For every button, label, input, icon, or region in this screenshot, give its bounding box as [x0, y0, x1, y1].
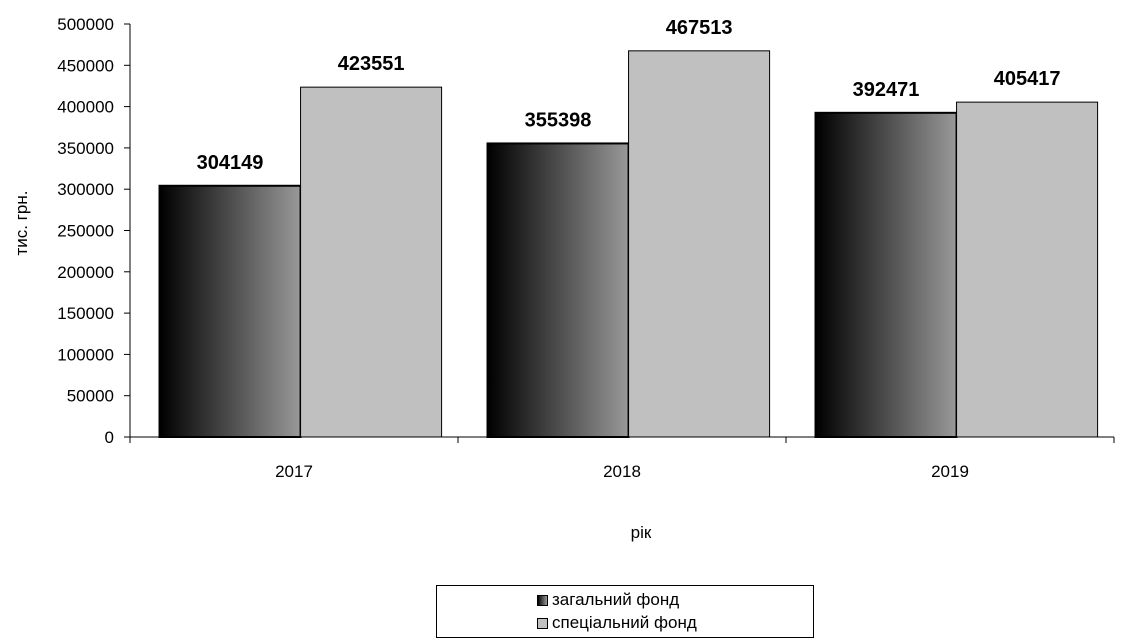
bar-special-fund [301, 87, 442, 437]
legend-swatch-special-fund [537, 618, 548, 629]
y-axis-title: тис. грн. [12, 191, 31, 256]
y-tick-label: 450000 [57, 56, 114, 75]
bar-general-fund [488, 143, 629, 437]
x-tick-label: 2019 [931, 462, 969, 481]
data-label: 355398 [525, 109, 592, 131]
bar-general-fund [160, 186, 301, 437]
legend: загальний фонд спеціальний фонд [436, 585, 814, 638]
data-label: 423551 [338, 53, 405, 75]
y-tick-label: 200000 [57, 263, 114, 282]
data-label: 467513 [666, 17, 733, 39]
x-axis-title: рік [631, 523, 652, 542]
legend-swatch-general-fund [537, 595, 548, 606]
legend-item-general-fund: загальний фонд [537, 590, 679, 610]
data-label: 405417 [994, 68, 1061, 90]
x-tick-label: 2018 [603, 462, 641, 481]
y-axis: 0 50000 100000 150000 200000 250000 300000 3500… [57, 15, 130, 447]
legend-item-special-fund: спеціальний фонд [537, 613, 697, 633]
y-tick-label: 500000 [57, 15, 114, 34]
data-label: 304149 [197, 152, 264, 174]
y-tick-label: 100000 [57, 345, 114, 364]
data-label: 392471 [853, 79, 920, 101]
bars [160, 51, 1098, 437]
x-axis: 2017 2018 2019 [130, 437, 1114, 481]
bar-general-fund [816, 113, 957, 437]
x-tick-label: 2017 [275, 462, 313, 481]
y-tick-label: 400000 [57, 98, 114, 117]
bar-special-fund [957, 102, 1098, 437]
y-tick-label: 350000 [57, 139, 114, 158]
bar-chart: 0 50000 100000 150000 200000 250000 300000 3500… [0, 0, 1135, 580]
y-tick-label: 50000 [67, 387, 114, 406]
bar-special-fund [629, 51, 770, 437]
y-tick-label: 0 [105, 428, 114, 447]
legend-label-special-fund: спеціальний фонд [552, 613, 697, 633]
y-tick-label: 300000 [57, 180, 114, 199]
legend-label-general-fund: загальний фонд [552, 590, 679, 610]
y-tick-label: 250000 [57, 222, 114, 241]
y-tick-label: 150000 [57, 304, 114, 323]
